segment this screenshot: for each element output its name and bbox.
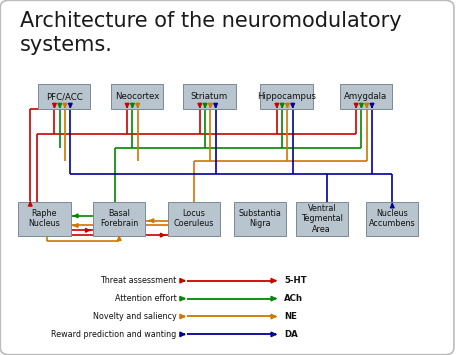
FancyBboxPatch shape [296, 202, 348, 236]
Text: Attention effort: Attention effort [115, 294, 176, 303]
FancyBboxPatch shape [366, 202, 419, 236]
Text: Locus
Coeruleus: Locus Coeruleus [174, 209, 214, 229]
Text: ACh: ACh [284, 294, 303, 303]
Text: Raphe
Nucleus: Raphe Nucleus [28, 209, 60, 229]
Text: DA: DA [284, 330, 298, 339]
Text: Hippocampus: Hippocampus [257, 92, 316, 101]
FancyBboxPatch shape [93, 202, 146, 236]
Text: 5-HT: 5-HT [284, 276, 307, 285]
Text: Ventral
Tegmental
Area: Ventral Tegmental Area [301, 204, 343, 234]
Text: Substantia
Nigra: Substantia Nigra [239, 209, 282, 229]
Text: Basal
Forebrain: Basal Forebrain [100, 209, 138, 229]
FancyBboxPatch shape [234, 202, 286, 236]
Text: PFC/ACC: PFC/ACC [46, 92, 82, 101]
FancyBboxPatch shape [0, 0, 454, 355]
Text: Novelty and saliency: Novelty and saliency [93, 312, 176, 321]
Text: NE: NE [284, 312, 297, 321]
Text: Striatum: Striatum [191, 92, 228, 101]
Text: Threat assessment: Threat assessment [100, 276, 176, 285]
FancyBboxPatch shape [260, 84, 313, 109]
Text: Reward prediction and wanting: Reward prediction and wanting [51, 330, 176, 339]
FancyBboxPatch shape [340, 84, 392, 109]
Text: Amygdala: Amygdala [344, 92, 387, 101]
FancyBboxPatch shape [168, 202, 220, 236]
FancyBboxPatch shape [110, 84, 163, 109]
FancyBboxPatch shape [183, 84, 236, 109]
Text: Neocortex: Neocortex [115, 92, 159, 101]
Text: Nucleus
Accumbens: Nucleus Accumbens [369, 209, 416, 229]
FancyBboxPatch shape [18, 202, 71, 236]
Text: Architecture of the neuromodulatory
systems.: Architecture of the neuromodulatory syst… [20, 11, 402, 55]
FancyBboxPatch shape [38, 84, 91, 109]
